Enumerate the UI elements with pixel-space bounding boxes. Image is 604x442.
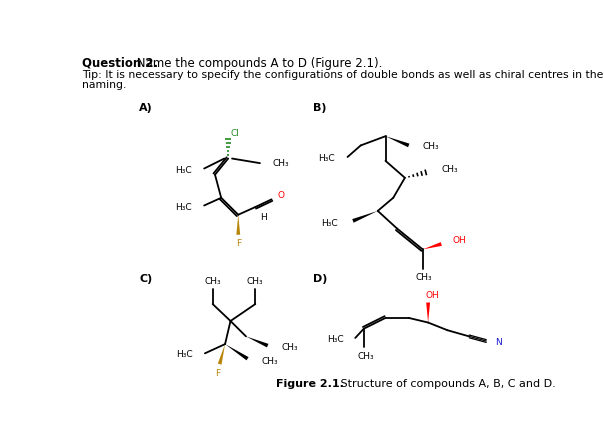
Text: naming.: naming. (82, 80, 126, 90)
Text: A): A) (139, 103, 153, 114)
Text: Structure of compounds A, B, C and D.: Structure of compounds A, B, C and D. (338, 379, 556, 389)
Text: H₃C: H₃C (176, 351, 193, 359)
Text: C): C) (139, 274, 152, 284)
Polygon shape (385, 136, 410, 147)
Text: CH₃: CH₃ (281, 343, 298, 352)
Text: D): D) (313, 274, 328, 284)
Text: OH: OH (452, 236, 466, 245)
Polygon shape (218, 344, 225, 365)
Text: CH₃: CH₃ (423, 142, 439, 152)
Text: CH₃: CH₃ (247, 277, 263, 286)
Text: B): B) (313, 103, 327, 114)
Text: CH₃: CH₃ (357, 352, 374, 361)
Text: Tip: It is necessary to specify the configurations of double bonds as well as ch: Tip: It is necessary to specify the conf… (82, 70, 603, 80)
Text: CH₃: CH₃ (262, 357, 278, 366)
Text: H₃C: H₃C (321, 219, 338, 228)
Text: CH₃: CH₃ (416, 274, 432, 282)
Text: N: N (495, 338, 501, 347)
Text: H₃C: H₃C (175, 202, 191, 212)
Polygon shape (246, 336, 268, 347)
Text: CH₃: CH₃ (272, 160, 289, 168)
Polygon shape (236, 215, 240, 235)
Text: H₃C: H₃C (318, 154, 335, 163)
Polygon shape (352, 211, 378, 223)
Text: Cl: Cl (231, 130, 239, 138)
Text: O: O (277, 191, 284, 200)
Polygon shape (423, 242, 442, 249)
Text: Question 2.: Question 2. (82, 57, 158, 69)
Text: Figure 2.1.: Figure 2.1. (275, 379, 344, 389)
Polygon shape (225, 344, 249, 360)
Text: H₃C: H₃C (175, 166, 191, 175)
Text: H₃C: H₃C (327, 335, 344, 344)
Text: H: H (260, 213, 266, 221)
Text: F: F (236, 239, 241, 248)
Text: OH: OH (426, 291, 440, 300)
Text: Name the compounds A to D (Figure 2.1).: Name the compounds A to D (Figure 2.1). (133, 57, 382, 69)
Text: CH₃: CH₃ (442, 165, 458, 174)
Text: F: F (216, 369, 220, 378)
Text: CH₃: CH₃ (204, 277, 221, 286)
Polygon shape (426, 302, 430, 323)
